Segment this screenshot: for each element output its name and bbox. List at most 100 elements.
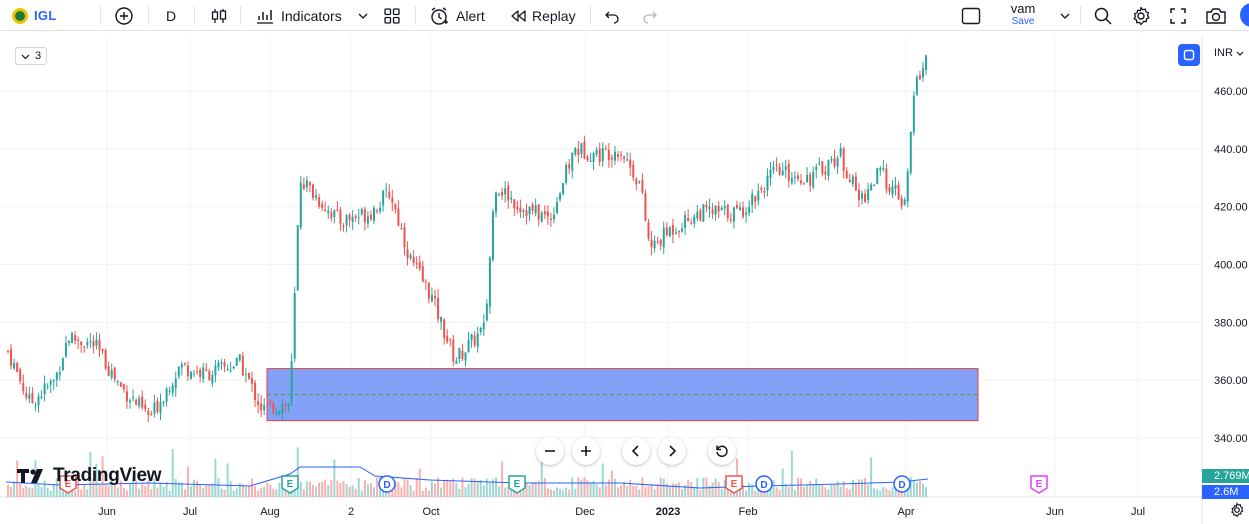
auto-scale-button[interactable]	[1178, 44, 1200, 66]
scroll-left-button[interactable]	[622, 437, 650, 465]
candle-body	[171, 385, 174, 394]
earnings-marker-label: E	[731, 479, 738, 490]
volume-bar	[241, 484, 244, 497]
currency-label: INR	[1214, 47, 1233, 59]
price-chart[interactable]: 460.00 440.00 420.00 400.00 380.00 360.00 340.…	[0, 31, 1249, 524]
volume-bar	[861, 479, 863, 497]
volume-bar	[842, 481, 845, 497]
volume-bar	[848, 489, 851, 497]
currency-button[interactable]: INR	[1214, 47, 1244, 59]
zoom-out-button[interactable]	[536, 437, 564, 465]
fullscreen-button[interactable]	[1169, 0, 1187, 31]
alert-button[interactable]: Alert	[429, 0, 485, 31]
volume-bar	[321, 481, 324, 497]
layouts-button[interactable]	[383, 0, 401, 31]
candle-body	[13, 362, 16, 369]
candle-body	[254, 382, 257, 401]
time-tick-label: 2023	[656, 506, 680, 518]
snapshot-button[interactable]	[1205, 0, 1227, 31]
volume-bar	[251, 478, 253, 497]
undo-button[interactable]	[603, 0, 621, 31]
layout-save-button[interactable]: vam Save	[996, 2, 1050, 28]
candle-body	[174, 378, 177, 389]
candle-body	[247, 372, 250, 379]
volume-bar	[461, 477, 464, 497]
volume-bar	[235, 488, 238, 497]
compare-symbol-button[interactable]	[114, 0, 134, 31]
volume-bar	[482, 485, 485, 497]
volume-bar	[446, 479, 449, 497]
candle-body	[769, 169, 772, 179]
toolbar-divider	[590, 6, 591, 25]
symbol-search[interactable]: IGL	[12, 0, 57, 31]
candle-body	[382, 190, 385, 206]
volume-bar	[589, 482, 592, 497]
candle-body	[266, 403, 269, 405]
price-tick-label: 360.00	[1214, 375, 1248, 387]
candle-body	[424, 280, 427, 282]
select-layout-button[interactable]	[961, 0, 981, 31]
volume-bar	[77, 480, 80, 497]
volume-bar	[742, 484, 745, 497]
volume-bar	[61, 489, 64, 497]
dividend-marker-label: D	[760, 480, 767, 491]
tradingview-logo[interactable]: TradingView	[17, 465, 162, 487]
candle-body	[281, 404, 284, 414]
volume-bar	[406, 479, 409, 497]
volume-bar	[836, 481, 839, 497]
redo-button[interactable]	[641, 0, 659, 31]
interval-button[interactable]: D	[166, 0, 176, 31]
candle-body	[336, 209, 339, 211]
zoom-in-button[interactable]	[572, 437, 600, 465]
volume-bar	[354, 488, 357, 497]
volume-bar	[421, 490, 424, 497]
volume-bar	[238, 483, 241, 497]
volume-bar	[434, 483, 436, 497]
chevron-down-icon	[1060, 13, 1070, 19]
reset-chart-button[interactable]	[708, 437, 736, 465]
volume-bar	[702, 477, 705, 497]
candle-body	[296, 224, 299, 291]
volume-bar	[360, 490, 363, 497]
candle-body	[873, 184, 876, 186]
replay-button[interactable]: Replay	[509, 0, 576, 31]
indicator-legend-toggle[interactable]: 3	[15, 47, 47, 65]
candle-body	[220, 362, 223, 364]
candle-body	[452, 339, 455, 362]
volume-bar	[650, 483, 653, 497]
candle-body	[531, 204, 534, 211]
volume-bar	[803, 486, 806, 497]
volume-bar	[333, 459, 336, 497]
volume-bar	[488, 482, 491, 497]
settings-button[interactable]	[1130, 0, 1152, 31]
volume-bar	[711, 482, 714, 497]
volume-bar	[440, 487, 443, 497]
volume-bar	[357, 477, 360, 497]
volume-bar	[543, 478, 546, 497]
earnings-marker	[59, 475, 77, 494]
volume-bar	[202, 487, 205, 497]
tradingview-wordmark: TradingView	[53, 465, 162, 486]
candle-body	[147, 411, 150, 415]
candle-body	[31, 392, 34, 403]
candle-body	[168, 390, 171, 392]
candle-body	[241, 355, 244, 376]
volume-bar	[351, 485, 354, 497]
volume-bar	[345, 483, 348, 497]
user-avatar[interactable]	[1240, 3, 1249, 27]
volume-bar	[870, 457, 873, 497]
indicators-button[interactable]: Indicators	[255, 0, 342, 31]
layout-menu-button[interactable]	[1058, 0, 1072, 31]
candle-body	[238, 354, 241, 361]
scroll-right-button[interactable]	[658, 437, 686, 465]
time-axis-settings-button[interactable]	[1229, 502, 1245, 523]
indicators-dropdown[interactable]	[356, 0, 370, 31]
candle-body	[10, 349, 13, 366]
quick-search-button[interactable]	[1093, 0, 1113, 31]
chart-type-button[interactable]	[209, 0, 229, 31]
candle-body	[793, 176, 796, 178]
chart-pane[interactable]: 460.00 440.00 420.00 400.00 380.00 360.00 340.…	[0, 31, 1249, 524]
price-tick-label: 460.00	[1214, 86, 1248, 98]
volume-bar	[583, 477, 586, 497]
volume-bar	[690, 482, 693, 497]
